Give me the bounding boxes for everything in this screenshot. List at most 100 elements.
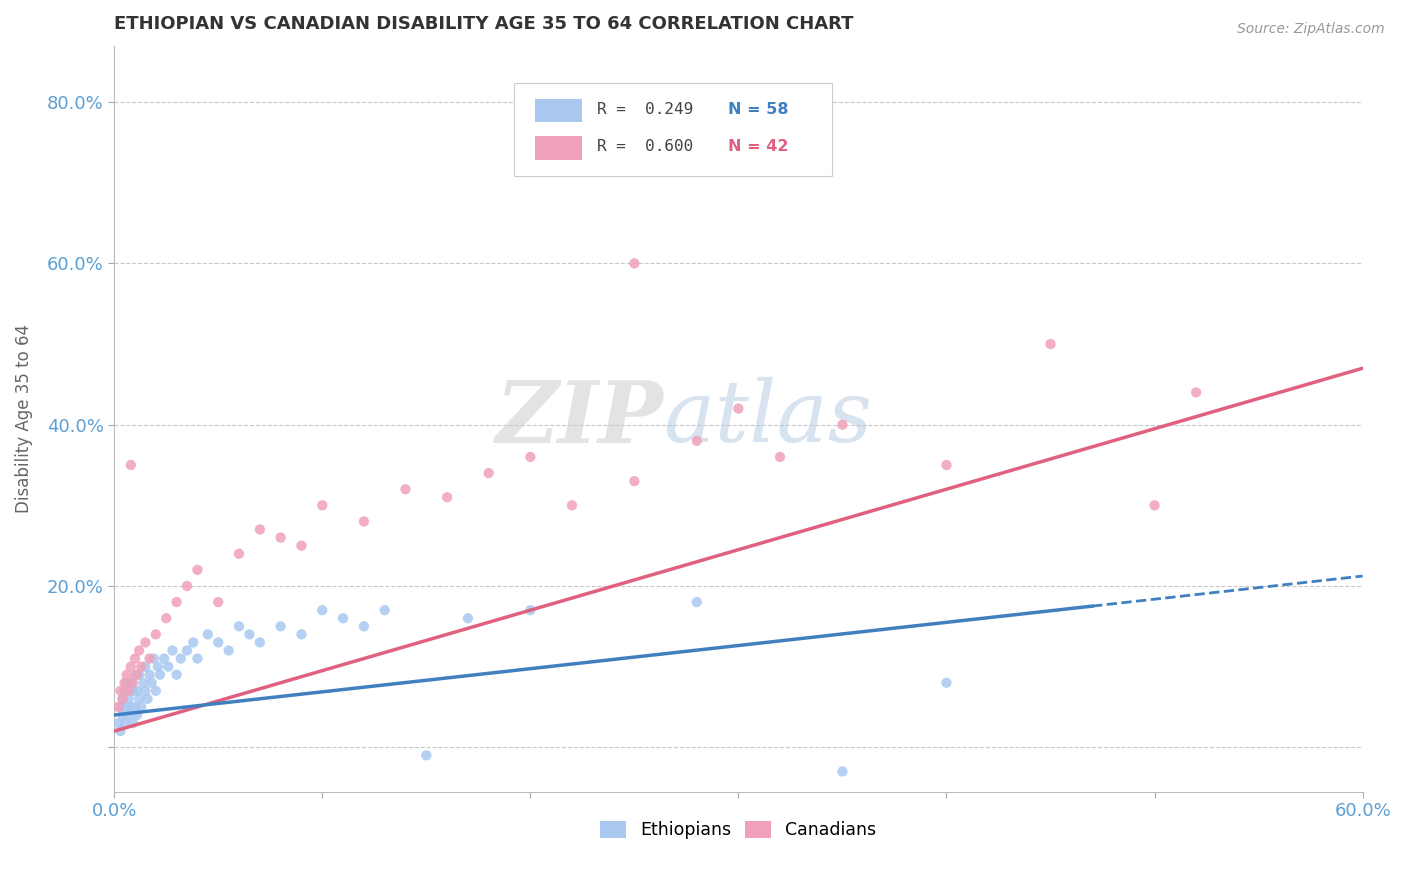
- Point: [115, 675, 138, 690]
- Point: [125, 708, 148, 723]
- Point: [436, 490, 458, 504]
- Point: [769, 450, 792, 464]
- Text: ZIP: ZIP: [496, 377, 664, 460]
- Point: [478, 466, 501, 480]
- Point: [125, 683, 148, 698]
- Point: [249, 523, 271, 537]
- Point: [831, 417, 853, 432]
- Point: [145, 683, 167, 698]
- Point: [176, 579, 198, 593]
- Point: [207, 595, 229, 609]
- Point: [623, 474, 645, 488]
- Point: [124, 667, 146, 681]
- Point: [153, 651, 176, 665]
- Point: [124, 651, 146, 665]
- Point: [228, 547, 250, 561]
- Text: N = 58: N = 58: [728, 102, 789, 117]
- Point: [138, 667, 160, 681]
- Point: [134, 635, 156, 649]
- Point: [686, 434, 709, 448]
- Point: [935, 675, 957, 690]
- Point: [114, 675, 136, 690]
- Point: [290, 539, 312, 553]
- Point: [238, 627, 260, 641]
- Point: [186, 563, 208, 577]
- Point: [129, 659, 152, 673]
- Point: [115, 667, 138, 681]
- Point: [166, 595, 188, 609]
- Point: [128, 691, 150, 706]
- Point: [519, 450, 541, 464]
- FancyBboxPatch shape: [513, 83, 832, 177]
- Point: [149, 667, 172, 681]
- Point: [1039, 337, 1062, 351]
- Point: [120, 659, 142, 673]
- Point: [311, 603, 333, 617]
- Point: [457, 611, 479, 625]
- Point: [686, 595, 709, 609]
- Point: [166, 667, 188, 681]
- Y-axis label: Disability Age 35 to 64: Disability Age 35 to 64: [15, 324, 32, 513]
- Text: Source: ZipAtlas.com: Source: ZipAtlas.com: [1237, 22, 1385, 37]
- Point: [111, 691, 134, 706]
- Point: [146, 659, 169, 673]
- Point: [120, 700, 142, 714]
- Point: [107, 700, 129, 714]
- Point: [122, 675, 145, 690]
- Point: [727, 401, 749, 416]
- Point: [118, 683, 141, 698]
- Point: [111, 708, 134, 723]
- Point: [125, 667, 148, 681]
- Point: [155, 611, 177, 625]
- Point: [170, 651, 193, 665]
- Point: [623, 256, 645, 270]
- Point: [561, 499, 583, 513]
- Point: [197, 627, 219, 641]
- Point: [129, 700, 152, 714]
- Point: [120, 458, 142, 472]
- Point: [115, 700, 138, 714]
- Point: [186, 651, 208, 665]
- Point: [122, 683, 145, 698]
- Point: [145, 627, 167, 641]
- Point: [831, 764, 853, 779]
- Point: [142, 651, 165, 665]
- Point: [122, 716, 145, 731]
- Point: [1143, 499, 1166, 513]
- Point: [162, 643, 184, 657]
- Legend: Ethiopians, Canadians: Ethiopians, Canadians: [593, 814, 883, 847]
- Point: [353, 619, 375, 633]
- Point: [415, 748, 437, 763]
- Point: [134, 683, 156, 698]
- Text: N = 42: N = 42: [728, 139, 789, 154]
- Point: [176, 643, 198, 657]
- Point: [311, 499, 333, 513]
- Point: [519, 603, 541, 617]
- Point: [141, 675, 163, 690]
- Point: [110, 724, 132, 739]
- Point: [374, 603, 396, 617]
- Point: [138, 651, 160, 665]
- Point: [249, 635, 271, 649]
- Point: [270, 619, 292, 633]
- Point: [120, 675, 142, 690]
- Point: [124, 700, 146, 714]
- Point: [290, 627, 312, 641]
- Point: [181, 635, 204, 649]
- Point: [228, 619, 250, 633]
- Point: [394, 482, 416, 496]
- Point: [353, 515, 375, 529]
- Point: [110, 700, 132, 714]
- Point: [118, 708, 141, 723]
- Point: [132, 675, 155, 690]
- Point: [270, 531, 292, 545]
- Point: [114, 716, 136, 731]
- Point: [128, 667, 150, 681]
- Text: ETHIOPIAN VS CANADIAN DISABILITY AGE 35 TO 64 CORRELATION CHART: ETHIOPIAN VS CANADIAN DISABILITY AGE 35 …: [114, 15, 853, 33]
- Point: [107, 716, 129, 731]
- Point: [128, 643, 150, 657]
- Text: R =  0.600: R = 0.600: [598, 139, 693, 154]
- Point: [935, 458, 957, 472]
- Text: atlas: atlas: [664, 377, 873, 460]
- Point: [332, 611, 354, 625]
